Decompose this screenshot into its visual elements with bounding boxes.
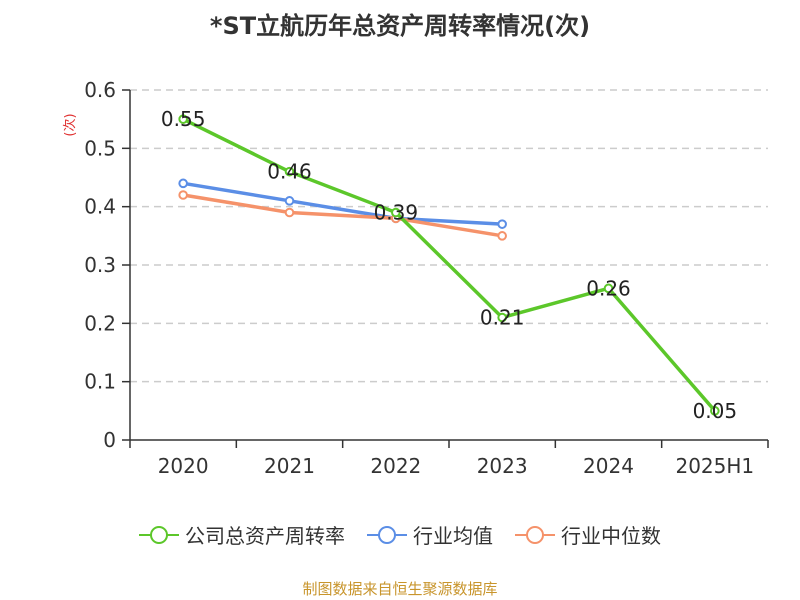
data-point-series-1[interactable] bbox=[497, 219, 507, 229]
y-tick-label: 0.4 bbox=[84, 195, 116, 219]
legend-line-marker-icon bbox=[515, 525, 555, 544]
data-point-series-1[interactable] bbox=[178, 178, 188, 189]
legend-label-industry-median: 行业中位数 bbox=[561, 524, 661, 548]
axis-layer: 0 0.1 0.2 0.3 0.4 0.5 0.6 2020 2021 2022 2023 2024 2… bbox=[84, 78, 769, 478]
source-note: 制图数据来自恒生聚源数据库 bbox=[302, 580, 498, 598]
legend: 公司总资产周转率 行业均值 行业中位数 bbox=[0, 520, 800, 549]
data-label: 0.39 bbox=[374, 201, 419, 225]
y-tick-label: 0.2 bbox=[84, 311, 116, 335]
y-tick-label: 0 bbox=[103, 428, 116, 452]
legend-item-company[interactable]: 公司总资产周转率 bbox=[139, 520, 345, 549]
series-line-0 bbox=[182, 117, 717, 412]
legend-item-industry-median[interactable]: 行业中位数 bbox=[515, 520, 661, 549]
y-axis-label: (次) bbox=[62, 113, 78, 136]
data-label: 0.21 bbox=[480, 306, 525, 330]
data-point-series-2[interactable] bbox=[284, 207, 295, 218]
data-point-series-0[interactable] bbox=[178, 114, 188, 124]
x-tick-label: 2024 bbox=[583, 454, 634, 478]
legend-item-industry-average[interactable]: 行业均值 bbox=[367, 520, 493, 549]
legend-line-marker-icon bbox=[139, 525, 179, 544]
y-tick-label: 0.1 bbox=[84, 370, 116, 394]
series-line-2 bbox=[182, 193, 503, 238]
x-tick-label: 2022 bbox=[370, 454, 421, 478]
label-layer: 0.55 0.46 0.39 0.21 0.26 0.05 bbox=[161, 107, 737, 423]
data-label: 0.05 bbox=[693, 399, 738, 423]
series-line-1 bbox=[182, 181, 503, 226]
y-tick-label: 0.6 bbox=[84, 78, 116, 102]
x-tick-label: 2025H1 bbox=[675, 454, 754, 478]
data-label: 0.55 bbox=[161, 107, 206, 131]
data-point-series-0[interactable] bbox=[603, 283, 614, 294]
legend-line-marker-icon bbox=[367, 525, 407, 544]
y-tick-label: 0.3 bbox=[84, 253, 116, 277]
data-label: 0.46 bbox=[267, 160, 312, 184]
data-point-series-1[interactable] bbox=[284, 196, 295, 206]
x-tick-label: 2021 bbox=[264, 454, 315, 478]
y-tick-label: 0.5 bbox=[84, 136, 116, 160]
legend-label-industry-average: 行业均值 bbox=[413, 524, 493, 548]
legend-label-company: 公司总资产周转率 bbox=[185, 524, 345, 548]
data-point-series-0[interactable] bbox=[284, 166, 295, 177]
series-layer bbox=[178, 114, 720, 416]
chart-title: *ST立航历年总资产周转率情况(次) bbox=[209, 12, 591, 40]
grid-layer bbox=[130, 89, 768, 383]
x-tick-label: 2023 bbox=[477, 454, 528, 478]
data-point-series-0[interactable] bbox=[391, 207, 401, 218]
data-point-series-2[interactable] bbox=[178, 190, 188, 200]
x-tick-label: 2020 bbox=[158, 454, 209, 478]
data-point-series-0[interactable] bbox=[497, 312, 507, 323]
data-point-series-2[interactable] bbox=[497, 231, 507, 241]
data-label: 0.26 bbox=[586, 276, 631, 300]
data-point-series-0[interactable] bbox=[710, 406, 720, 416]
